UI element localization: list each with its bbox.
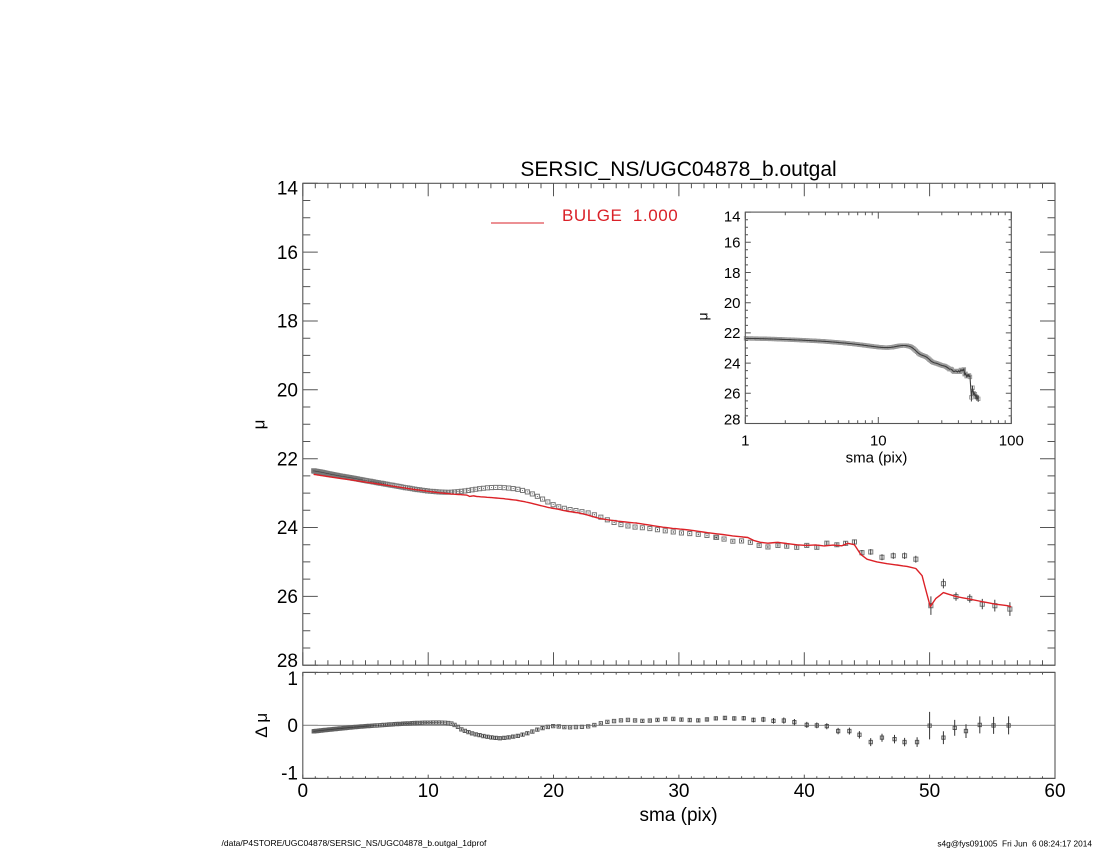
svg-text:20: 20 [724, 295, 741, 312]
svg-text:SERSIC_NS/UGC04878_b.outgal: SERSIC_NS/UGC04878_b.outgal [520, 158, 836, 181]
svg-text:s4g@fys091005 Fri Jun 6 08:2: s4g@fys091005 Fri Jun 6 08:24:17 2014 [937, 839, 1092, 849]
svg-text:18: 18 [724, 265, 741, 282]
svg-text:1: 1 [741, 433, 749, 450]
svg-text:0: 0 [298, 781, 309, 802]
svg-text:10: 10 [418, 781, 439, 802]
svg-text:-1: -1 [281, 764, 298, 785]
svg-text:16: 16 [277, 243, 298, 264]
svg-text:20: 20 [543, 781, 564, 802]
svg-text:20: 20 [277, 381, 298, 402]
svg-text:Δ μ: Δ μ [252, 713, 271, 738]
svg-text:14: 14 [277, 179, 299, 200]
svg-text:30: 30 [668, 781, 689, 802]
svg-text:26: 26 [277, 587, 298, 608]
svg-text:28: 28 [724, 411, 741, 428]
svg-text:100: 100 [999, 433, 1024, 450]
svg-text:50: 50 [919, 781, 940, 802]
svg-text:24: 24 [277, 518, 299, 539]
svg-text:24: 24 [724, 355, 741, 372]
svg-text:sma (pix): sma (pix) [846, 450, 908, 467]
svg-text:22: 22 [277, 449, 298, 470]
svg-text:14: 14 [724, 209, 741, 226]
svg-text:18: 18 [277, 312, 298, 333]
svg-text:BULGE 1.000: BULGE 1.000 [562, 206, 678, 225]
svg-text:26: 26 [724, 386, 741, 403]
svg-text:μ: μ [695, 312, 711, 320]
svg-text:16: 16 [724, 235, 741, 252]
svg-text:1: 1 [287, 669, 298, 690]
svg-text:sma (pix): sma (pix) [639, 805, 717, 826]
svg-text:40: 40 [794, 781, 815, 802]
svg-text:10: 10 [870, 433, 887, 450]
svg-text:μ: μ [250, 420, 269, 430]
svg-text:22: 22 [724, 325, 741, 342]
svg-text:60: 60 [1044, 781, 1065, 802]
svg-text:28: 28 [277, 651, 298, 672]
svg-text:/data/P4STORE/UGC04878/SERSIC_: /data/P4STORE/UGC04878/SERSIC_NS/UGC0487… [222, 838, 488, 848]
svg-text:0: 0 [287, 716, 298, 737]
